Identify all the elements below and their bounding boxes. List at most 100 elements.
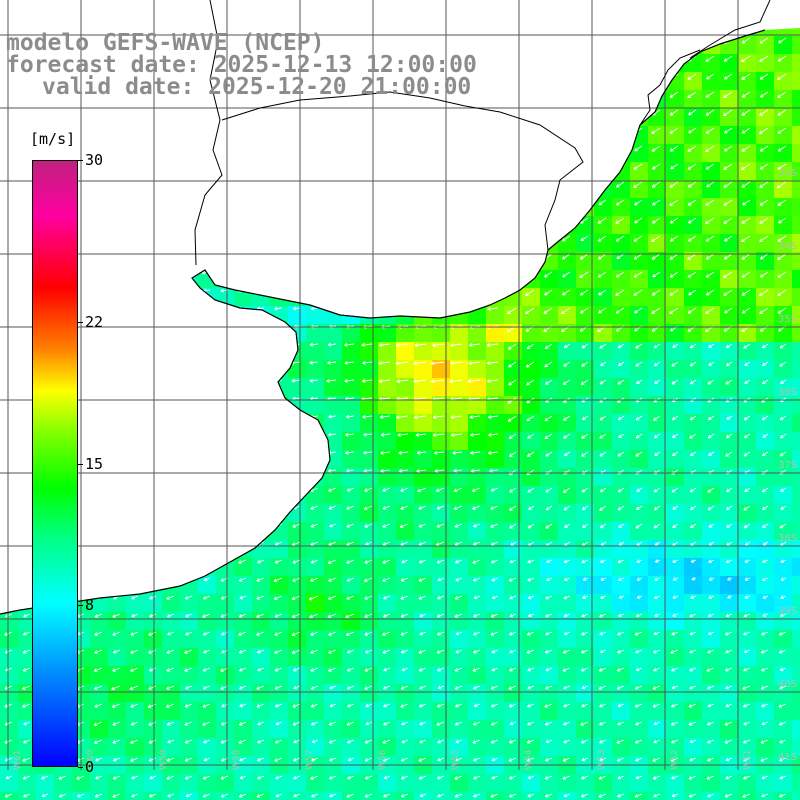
speed-cell <box>522 306 541 325</box>
speed-cell <box>576 360 595 379</box>
speed-cell <box>522 558 541 577</box>
speed-cell <box>756 612 775 631</box>
speed-cell <box>720 414 739 433</box>
speed-cell <box>666 198 685 217</box>
speed-cell <box>540 504 559 523</box>
speed-cell <box>666 108 685 127</box>
speed-cell <box>540 450 559 469</box>
speed-cell <box>684 180 703 199</box>
latitude-label: 33S <box>778 168 797 179</box>
speed-cell <box>576 594 595 613</box>
speed-cell <box>684 162 703 181</box>
speed-cell <box>666 630 685 649</box>
speed-cell <box>792 450 800 469</box>
speed-cell <box>216 576 235 595</box>
speed-cell <box>468 360 487 379</box>
speed-cell <box>666 792 685 800</box>
speed-cell <box>684 504 703 523</box>
speed-cell <box>378 504 397 523</box>
colorbar-tick-label: 8 <box>85 596 95 615</box>
speed-cell <box>756 414 775 433</box>
speed-cell <box>612 216 631 235</box>
speed-cell <box>684 342 703 361</box>
speed-cell <box>180 612 199 631</box>
speed-cell <box>558 288 577 307</box>
speed-cell <box>756 36 775 55</box>
speed-cell <box>684 306 703 325</box>
speed-cell <box>792 396 800 415</box>
speed-cell <box>234 612 253 631</box>
speed-cell <box>684 288 703 307</box>
speed-cell <box>396 342 415 361</box>
speed-cell <box>306 792 325 800</box>
speed-cell <box>360 360 379 379</box>
speed-cell <box>666 504 685 523</box>
speed-cell <box>738 576 757 595</box>
speed-cell <box>648 522 667 541</box>
speed-cell <box>540 324 559 343</box>
speed-cell <box>342 486 361 505</box>
speed-cell <box>774 540 793 559</box>
valid-date: valid date: 2025-12-20 21:00:00 <box>42 74 472 100</box>
speed-cell <box>684 72 703 91</box>
speed-cell <box>720 594 739 613</box>
speed-cell <box>738 792 757 800</box>
speed-cell <box>720 648 739 667</box>
speed-cell <box>720 198 739 217</box>
speed-cell <box>378 378 397 397</box>
speed-cell <box>684 108 703 127</box>
speed-cell <box>774 126 793 145</box>
speed-cell <box>648 414 667 433</box>
speed-cell <box>702 504 721 523</box>
longitude-label: W56 <box>378 749 388 770</box>
speed-cell <box>468 576 487 595</box>
speed-cell <box>216 594 235 613</box>
speed-cell <box>738 450 757 469</box>
speed-cell <box>792 144 800 163</box>
speed-cell <box>648 270 667 289</box>
speed-cell <box>630 468 649 487</box>
speed-cell <box>702 216 721 235</box>
speed-cell <box>612 522 631 541</box>
speed-cell <box>612 414 631 433</box>
speed-cell <box>756 558 775 577</box>
speed-cell <box>486 558 505 577</box>
speed-cell <box>666 288 685 307</box>
latitude-label: 39S <box>778 606 797 617</box>
speed-cell <box>540 270 559 289</box>
speed-cell <box>594 378 613 397</box>
speed-cell <box>0 648 19 667</box>
speed-cell <box>306 306 325 325</box>
speed-cell <box>612 612 631 631</box>
speed-cell <box>738 72 757 91</box>
speed-cell <box>396 414 415 433</box>
speed-cell <box>774 90 793 109</box>
speed-cell <box>396 630 415 649</box>
speed-cell <box>576 648 595 667</box>
speed-cell <box>774 306 793 325</box>
speed-cell <box>792 216 800 235</box>
speed-cell <box>522 396 541 415</box>
speed-cell <box>756 540 775 559</box>
speed-cell <box>90 792 109 800</box>
speed-cell <box>684 540 703 559</box>
speed-cell <box>702 126 721 145</box>
speed-cell <box>738 612 757 631</box>
speed-cell <box>648 396 667 415</box>
speed-cell <box>648 792 667 800</box>
speed-cell <box>486 378 505 397</box>
speed-cell <box>738 306 757 325</box>
speed-cell <box>792 774 800 793</box>
colorbar <box>32 160 78 767</box>
speed-cell <box>612 594 631 613</box>
speed-cell <box>738 126 757 145</box>
speed-cell <box>414 612 433 631</box>
speed-cell <box>792 54 800 73</box>
speed-cell <box>756 126 775 145</box>
speed-cell <box>612 180 631 199</box>
speed-cell <box>558 414 577 433</box>
speed-cell <box>648 540 667 559</box>
speed-cell <box>576 432 595 451</box>
speed-cell <box>684 378 703 397</box>
speed-cell <box>594 558 613 577</box>
